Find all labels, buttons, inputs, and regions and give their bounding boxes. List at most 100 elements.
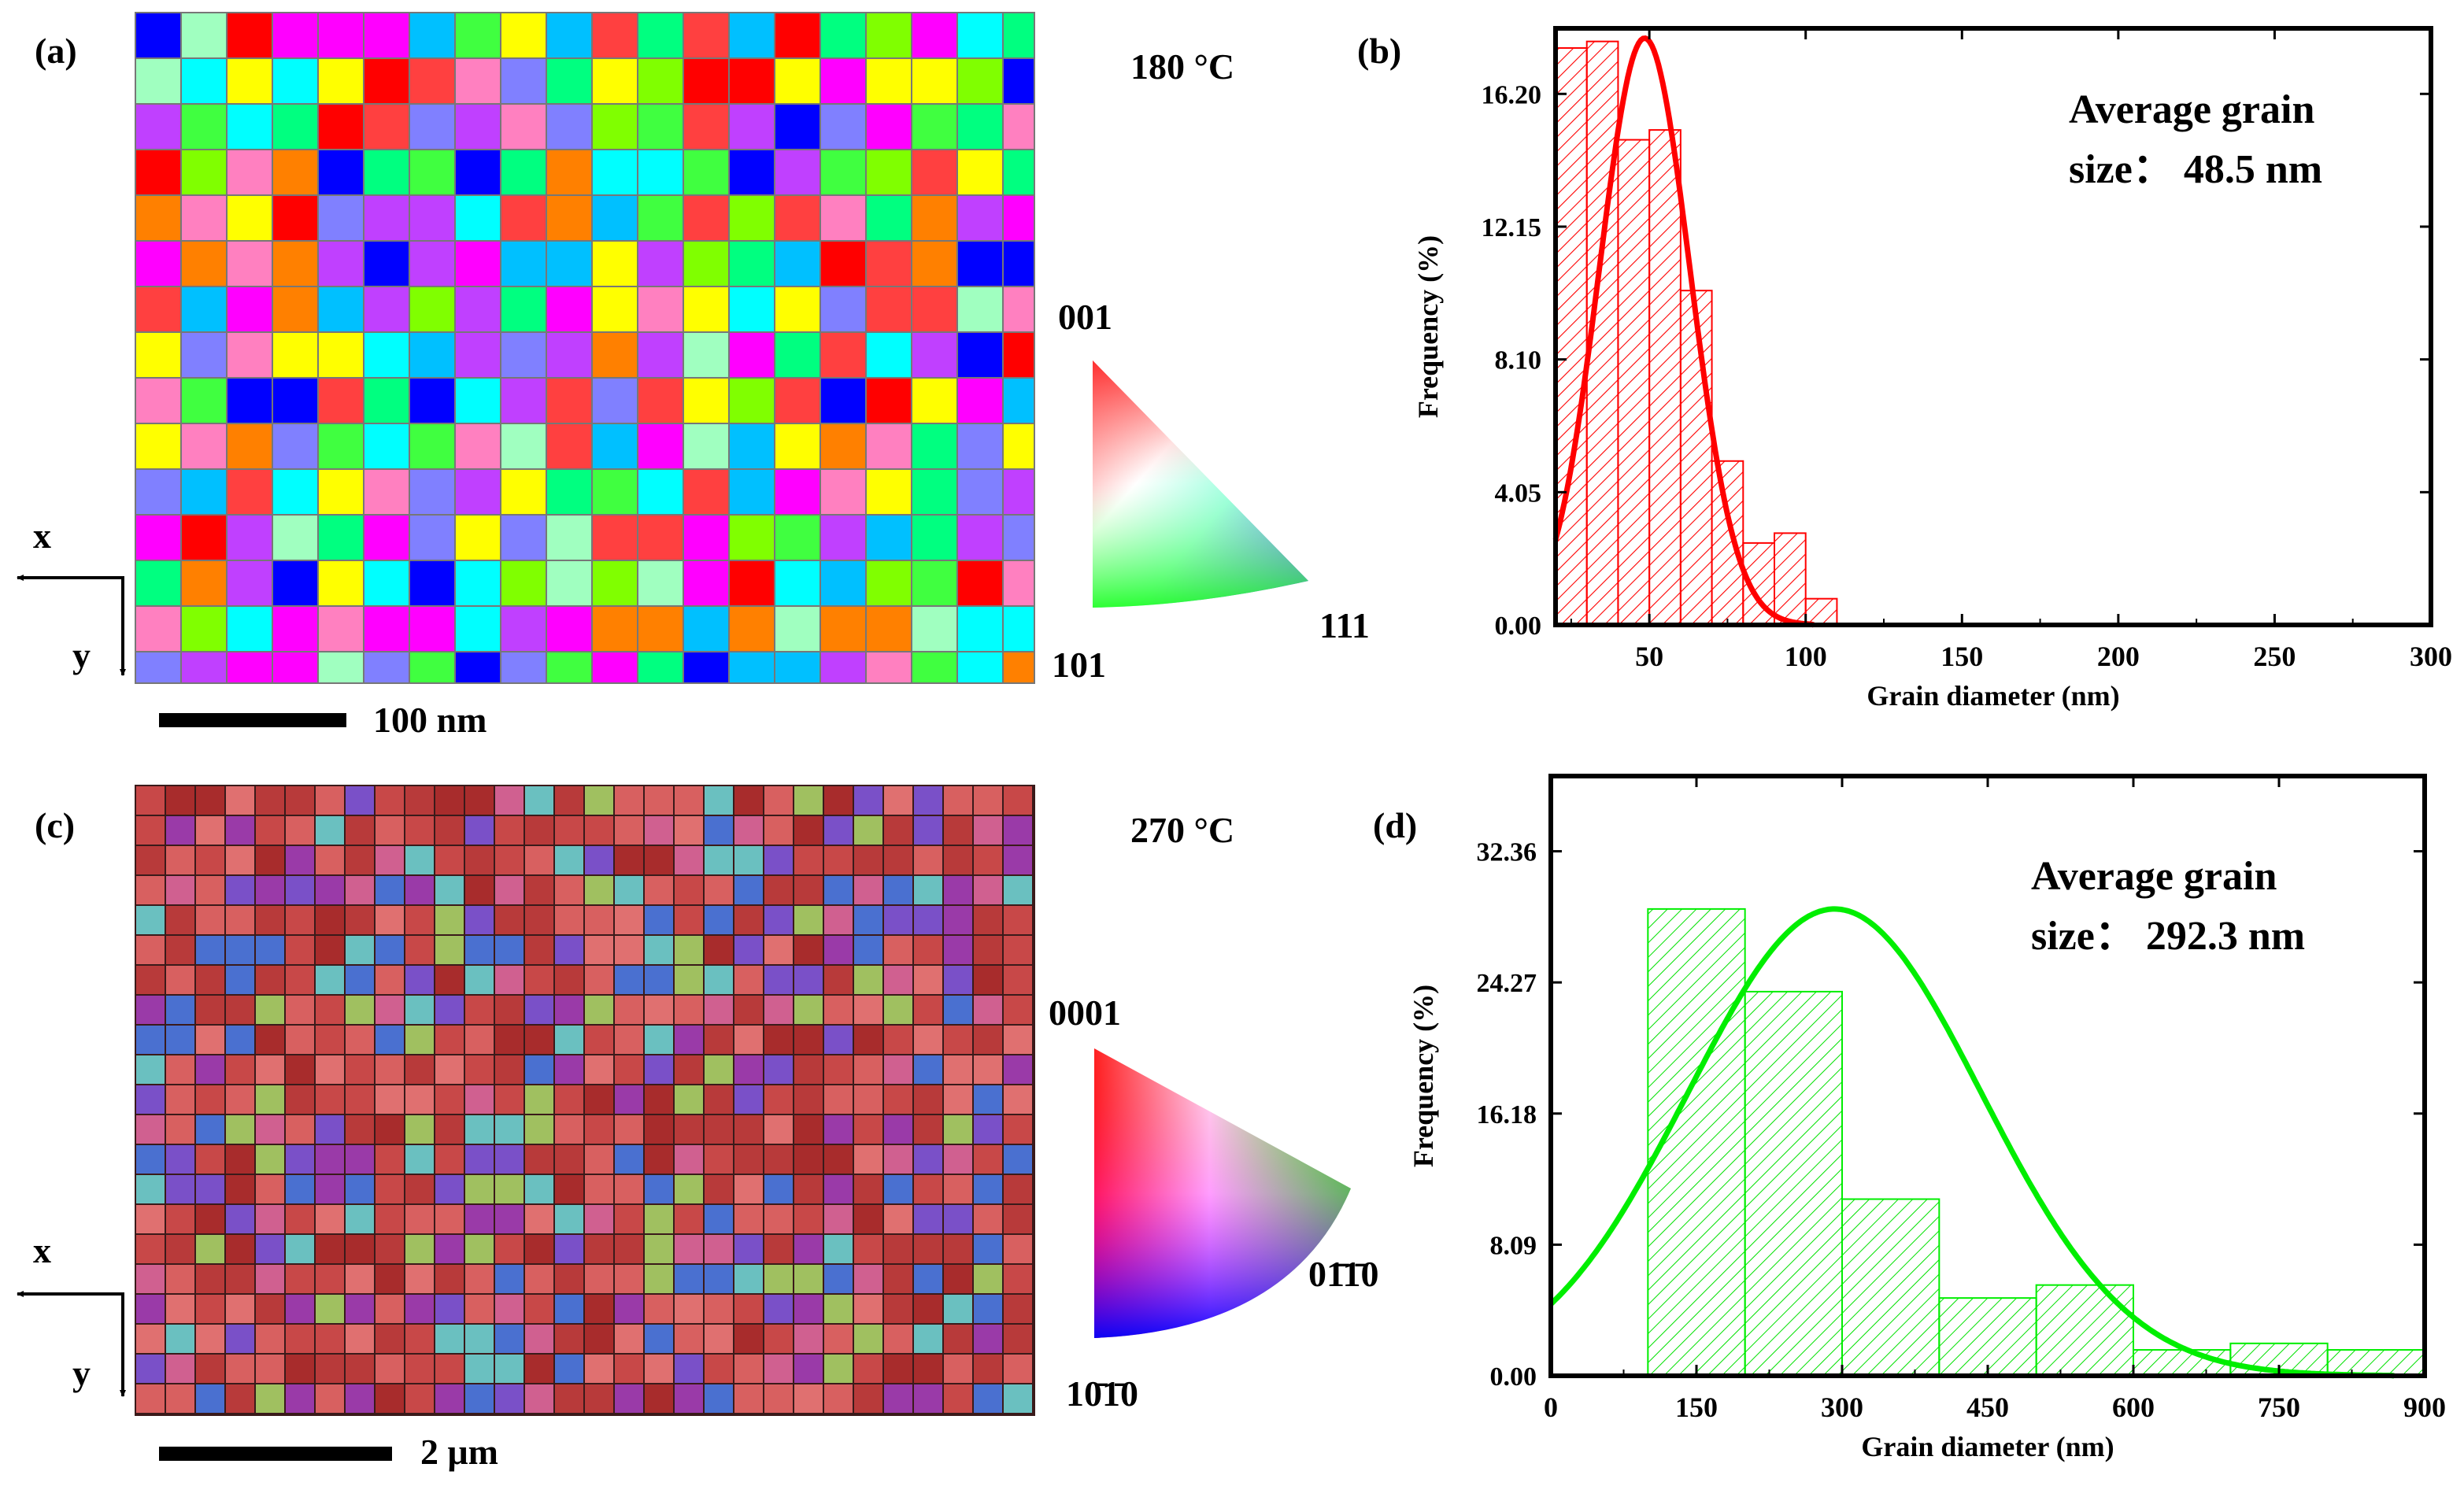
grain	[553, 815, 585, 846]
grain	[728, 103, 775, 150]
grain	[853, 934, 884, 966]
grain	[733, 994, 764, 1026]
grain	[683, 240, 730, 287]
grain	[819, 377, 867, 424]
grain	[1002, 423, 1035, 470]
grain	[643, 1413, 675, 1416]
grain	[434, 1293, 465, 1325]
x-tick-label: 900	[2403, 1392, 2446, 1423]
x-tick-label: 0	[1544, 1392, 1558, 1423]
grain	[284, 1144, 316, 1175]
grain	[464, 845, 495, 876]
grain	[793, 964, 824, 996]
grain	[224, 1323, 256, 1355]
grain	[409, 423, 456, 470]
grain	[703, 874, 734, 906]
grain	[284, 964, 316, 996]
grain	[972, 1084, 1004, 1115]
grain	[733, 1114, 764, 1145]
grain	[643, 785, 675, 816]
grain	[613, 874, 645, 906]
grain	[774, 57, 821, 105]
grain	[500, 103, 547, 150]
grain	[454, 651, 501, 684]
scale-bar-c	[159, 1447, 392, 1461]
grain	[272, 103, 319, 150]
grain	[673, 1353, 705, 1384]
grain	[500, 286, 547, 333]
grain	[673, 1054, 705, 1085]
histogram-bar	[1774, 532, 1807, 627]
histogram-bar	[1841, 1198, 1940, 1377]
grain	[793, 1323, 824, 1355]
grain	[224, 1263, 256, 1295]
grain	[314, 1203, 346, 1235]
grain	[1032, 934, 1035, 966]
grain	[1032, 1323, 1035, 1355]
grain	[553, 1174, 585, 1205]
grain	[524, 874, 555, 906]
grain	[1002, 785, 1034, 816]
grain	[823, 1084, 854, 1115]
grain	[583, 815, 615, 846]
grain	[363, 651, 410, 684]
grain	[434, 1203, 465, 1235]
grain	[733, 1174, 764, 1205]
grain	[1032, 1144, 1035, 1175]
grain	[613, 1263, 645, 1295]
grain	[314, 845, 346, 876]
grain	[284, 934, 316, 966]
grain	[254, 1024, 286, 1055]
grain	[637, 103, 684, 150]
grain	[165, 1323, 196, 1355]
grain	[637, 57, 684, 105]
grain	[500, 514, 547, 561]
grain	[956, 651, 1004, 684]
grain	[865, 149, 912, 196]
grain	[911, 12, 958, 59]
grain	[683, 468, 730, 516]
grain	[643, 904, 675, 936]
panel-d-label: (d)	[1373, 805, 1417, 845]
grain	[819, 514, 867, 561]
grain	[165, 1054, 196, 1085]
grain	[344, 1203, 376, 1235]
grain	[434, 845, 465, 876]
annotation-line: size： 292.3 nm	[2031, 914, 2305, 959]
y-tick-label: 16.20	[1482, 80, 1542, 109]
grain	[591, 423, 638, 470]
grain	[404, 1293, 435, 1325]
grain	[135, 785, 166, 816]
grain	[637, 468, 684, 516]
grain	[135, 331, 182, 379]
grain	[591, 12, 638, 59]
grain	[583, 994, 615, 1026]
grain	[374, 934, 405, 966]
grain	[793, 785, 824, 816]
grain	[464, 815, 495, 846]
grain	[819, 12, 867, 59]
grain	[409, 194, 456, 242]
grain	[344, 1353, 376, 1384]
grain	[494, 1353, 525, 1384]
grain	[180, 194, 228, 242]
grain	[553, 874, 585, 906]
grain	[956, 103, 1004, 150]
grain	[637, 12, 684, 59]
grain	[1032, 1233, 1035, 1265]
grain	[224, 785, 256, 816]
grain	[703, 1263, 734, 1295]
grain	[135, 194, 182, 242]
y-axis-label: Frequency (%)	[1412, 235, 1444, 418]
grain	[500, 57, 547, 105]
grain	[404, 1174, 435, 1205]
grain	[165, 1293, 196, 1325]
grain	[546, 468, 593, 516]
grain	[1002, 815, 1034, 846]
grain	[583, 1233, 615, 1265]
grain	[972, 1383, 1004, 1414]
grain	[1002, 12, 1035, 59]
grain	[135, 57, 182, 105]
grain	[165, 1203, 196, 1235]
y-tick-label: 4.05	[1495, 479, 1542, 508]
